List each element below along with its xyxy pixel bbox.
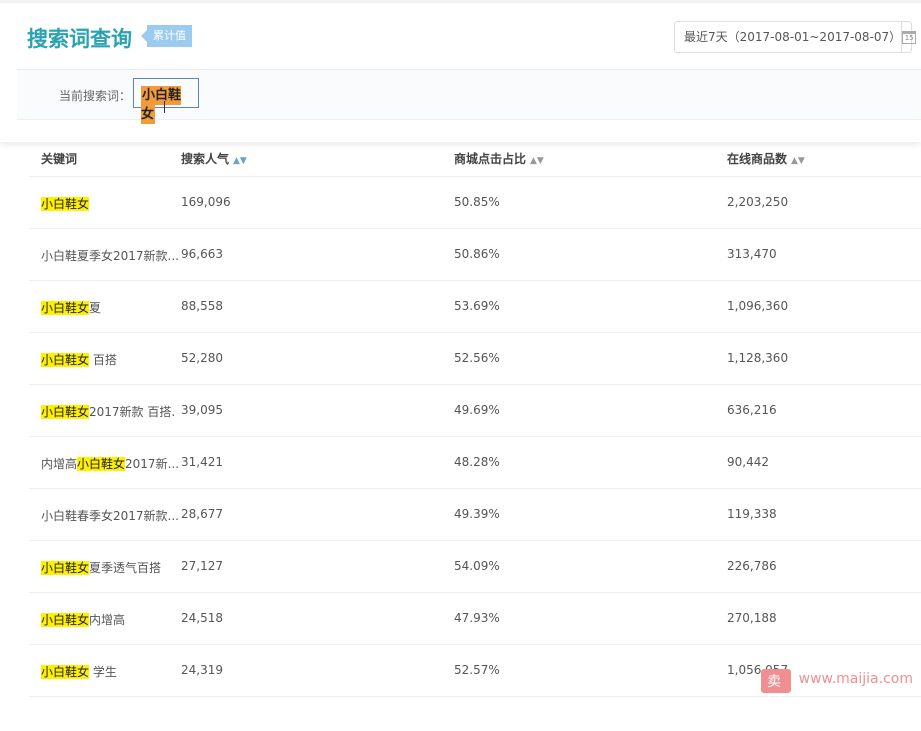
cell-items: 90,442 [727, 455, 769, 469]
table-row: 小白鞋女 百搭 52,280 52.56% 1,128,360 [29, 333, 921, 385]
cell-popularity: 31,421 [181, 455, 223, 469]
search-term-input[interactable]: 小白鞋女 [133, 78, 199, 124]
page-title: 搜索词查询 [27, 27, 132, 51]
cell-mall-ratio: 50.86% [454, 247, 500, 261]
table-row: 小白鞋夏季女2017新款... 96,663 50.86% 313,470 [29, 229, 921, 281]
cell-mall-ratio: 47.93% [454, 611, 500, 625]
cell-items: 1,128,360 [727, 351, 789, 365]
cell-popularity: 88,558 [181, 299, 223, 313]
cell-popularity: 24,319 [181, 663, 223, 677]
table-row: 小白鞋女 169,096 50.85% 2,203,250 [29, 177, 921, 229]
keyword-table: 关键词 搜索人气 ▲▼ 商城点击占比 ▲▼ 在线商品数 ▲▼ 小白鞋女 169,096 5… [29, 140, 921, 697]
calendar-icon: 15 [902, 30, 917, 44]
text-cursor-icon [164, 101, 165, 113]
table-row: 小白鞋春季女2017新款... 28,677 49.39% 119,338 [29, 489, 921, 541]
table-row: 小白鞋女夏 88,558 53.69% 1,096,360 [29, 281, 921, 333]
cell-items: 270,188 [727, 611, 777, 625]
cell-items: 119,338 [727, 507, 777, 521]
date-range-text[interactable]: 最近7天（2017-08-01~2017-08-07） [684, 30, 902, 44]
table-row: 小白鞋女内增高 24,518 47.93% 270,188 [29, 593, 921, 645]
keyword-link[interactable]: 内增高小白鞋女2017新... [41, 457, 180, 471]
cell-popularity: 52,280 [181, 351, 223, 365]
column-header-items[interactable]: 在线商品数 ▲▼ [727, 152, 805, 166]
table-header: 关键词 搜索人气 ▲▼ 商城点击占比 ▲▼ 在线商品数 ▲▼ [29, 140, 921, 177]
keyword-link[interactable]: 小白鞋女夏 [41, 301, 102, 315]
column-header-mall-ratio[interactable]: 商城点击占比 ▲▼ [454, 152, 544, 166]
cell-mall-ratio: 50.85% [454, 195, 500, 209]
cell-mall-ratio: 49.69% [454, 403, 500, 417]
header-panel: 搜索词查询 累计值 最近7天（2017-08-01~2017-08-07） 15… [0, 0, 921, 142]
cell-popularity: 24,518 [181, 611, 223, 625]
cell-mall-ratio: 54.09% [454, 559, 500, 573]
cell-popularity: 27,127 [181, 559, 223, 573]
cell-popularity: 96,663 [181, 247, 223, 261]
cell-items: 313,470 [727, 247, 777, 261]
column-header-popularity[interactable]: 搜索人气 ▲▼ [181, 152, 247, 166]
calendar-button[interactable]: 15 [901, 22, 917, 52]
cell-mall-ratio: 52.56% [454, 351, 500, 365]
cell-popularity: 169,096 [181, 195, 231, 209]
watermark-brand: 卖家网 [761, 669, 791, 730]
cell-items: 636,216 [727, 403, 777, 417]
keyword-link[interactable]: 小白鞋女 百搭 [41, 353, 117, 367]
cell-items: 1,096,360 [727, 299, 789, 313]
cell-mall-ratio: 52.57% [454, 663, 500, 677]
keyword-link[interactable]: 小白鞋女夏季透气百搭 [41, 561, 162, 575]
cell-popularity: 28,677 [181, 507, 223, 521]
cell-mall-ratio: 53.69% [454, 299, 500, 313]
cell-popularity: 39,095 [181, 403, 223, 417]
watermark-url: www.maijia.com [790, 669, 921, 693]
keyword-link[interactable]: 小白鞋女内增高 [41, 613, 126, 627]
cumulative-badge: 累计值 [141, 25, 192, 47]
date-range-picker[interactable]: 最近7天（2017-08-01~2017-08-07） 15 [674, 21, 917, 53]
sort-icon[interactable]: ▲▼ [530, 156, 544, 166]
keyword-link[interactable]: 小白鞋女 [41, 197, 90, 211]
keyword-link[interactable]: 小白鞋女2017新款 百搭. [41, 405, 176, 419]
sort-icon[interactable]: ▲▼ [233, 156, 247, 166]
sort-icon[interactable]: ▲▼ [791, 156, 805, 166]
table-row: 内增高小白鞋女2017新... 31,421 48.28% 90,442 [29, 437, 921, 489]
watermark: 卖家网 www.maijia.com [761, 669, 921, 730]
search-label: 当前搜索词： [59, 89, 132, 103]
keyword-link[interactable]: 小白鞋春季女2017新款... [41, 509, 179, 523]
cell-items: 2,203,250 [727, 195, 789, 209]
keyword-link[interactable]: 小白鞋女 学生 [41, 665, 117, 679]
cell-mall-ratio: 49.39% [454, 507, 500, 521]
keyword-link[interactable]: 小白鞋夏季女2017新款... [41, 249, 179, 263]
cell-mall-ratio: 48.28% [454, 455, 500, 469]
table-row: 小白鞋女2017新款 百搭. 39,095 49.69% 636,216 [29, 385, 921, 437]
cell-items: 226,786 [727, 559, 777, 573]
column-header-keyword: 关键词 [41, 152, 78, 166]
table-row: 小白鞋女夏季透气百搭 27,127 54.09% 226,786 [29, 541, 921, 593]
